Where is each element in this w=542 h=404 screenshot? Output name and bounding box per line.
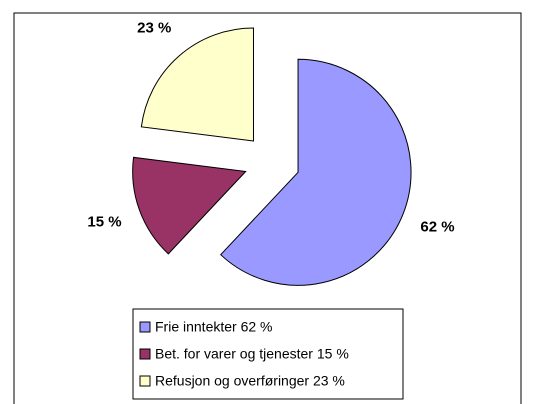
pie-slice <box>132 156 247 255</box>
legend-label: Frie inntekter 62 % <box>155 319 273 335</box>
pie-slice <box>140 27 254 142</box>
legend-label: Refusjon og overføringer 23 % <box>155 373 345 389</box>
legend-swatch <box>139 321 151 333</box>
data-label: 62 % <box>420 218 454 235</box>
data-label: 15 % <box>87 213 121 230</box>
legend-swatch <box>139 375 151 387</box>
legend-label: Bet. for varer og tjenester 15 % <box>155 346 349 362</box>
data-label: 23 % <box>137 19 171 36</box>
legend-box <box>132 308 404 400</box>
pie-slice <box>219 58 412 286</box>
legend-swatch <box>139 348 151 360</box>
